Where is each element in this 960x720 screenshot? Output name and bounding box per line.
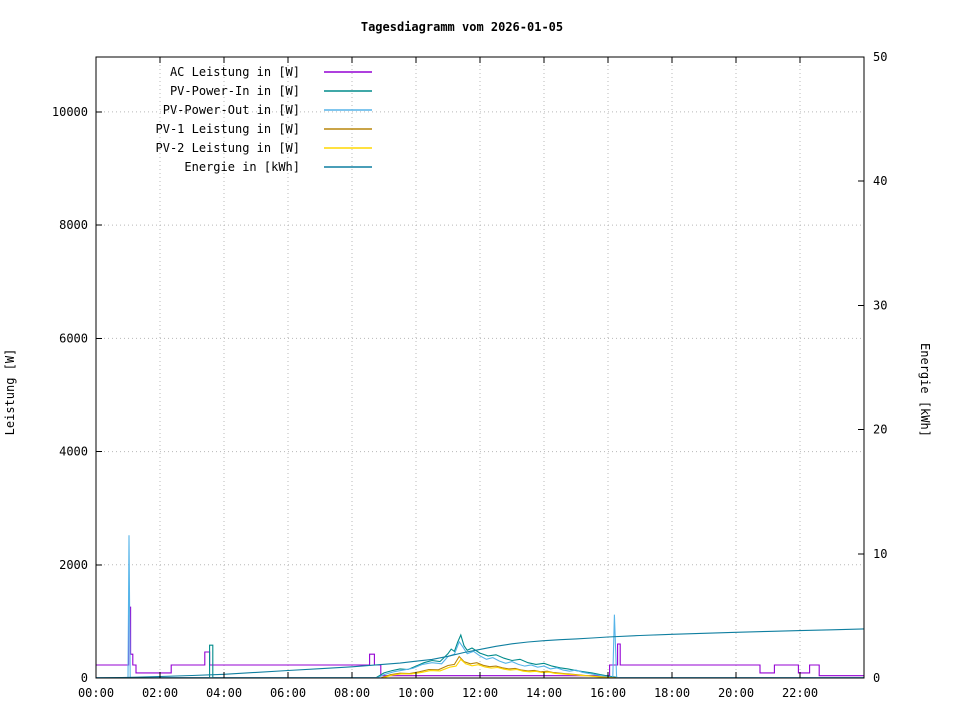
y-left-tick-label: 2000 xyxy=(59,558,88,572)
x-tick-label: 02:00 xyxy=(142,686,178,700)
legend-label: PV-2 Leistung in [W] xyxy=(156,141,301,155)
x-tick-label: 16:00 xyxy=(590,686,626,700)
x-tick-label: 10:00 xyxy=(398,686,434,700)
y-left-tick-label: 10000 xyxy=(52,105,88,119)
axis-ticks xyxy=(95,56,864,679)
x-tick-label: 04:00 xyxy=(206,686,242,700)
y-right-tick-label: 10 xyxy=(873,547,887,561)
chart-title: Tagesdiagramm vom 2026-01-05 xyxy=(361,20,563,34)
right-axis-label: Energie [kWh] xyxy=(918,343,932,437)
legend: AC Leistung in [W] PV-Power-In in [W] PV-P… xyxy=(156,65,372,174)
x-tick-label: 22:00 xyxy=(782,686,818,700)
x-tick-label: 14:00 xyxy=(526,686,562,700)
y-left-tick-label: 6000 xyxy=(59,331,88,345)
y-right-tick-label: 20 xyxy=(873,423,887,437)
x-tick-label: 18:00 xyxy=(654,686,690,700)
legend-label: PV-Power-Out in [W] xyxy=(163,103,300,117)
legend-label: PV-1 Leistung in [W] xyxy=(156,122,301,136)
y-left-tick-label: 4000 xyxy=(59,445,88,459)
y-left-tick-label: 0 xyxy=(81,671,88,685)
tick-labels: 00:00 02:00 04:00 06:00 08:00 10:00 12:00 14:00… xyxy=(52,50,888,700)
y-right-tick-label: 50 xyxy=(873,50,887,64)
series-line-pv-2-leistung-in-w- xyxy=(96,658,864,679)
series-line-pv-power-out-in-w- xyxy=(96,535,864,679)
x-tick-label: 00:00 xyxy=(78,686,114,700)
x-tick-label: 20:00 xyxy=(718,686,754,700)
x-tick-label: 06:00 xyxy=(270,686,306,700)
x-tick-label: 12:00 xyxy=(462,686,498,700)
y-left-tick-label: 8000 xyxy=(59,218,88,232)
series-line-energie-in-kwh- xyxy=(95,628,865,679)
grid-lines xyxy=(96,57,864,678)
legend-label: AC Leistung in [W] xyxy=(170,65,300,79)
x-tick-label: 08:00 xyxy=(334,686,370,700)
legend-label: Energie in [kWh] xyxy=(184,160,300,174)
legend-label: PV-Power-In in [W] xyxy=(170,84,300,98)
series-lines xyxy=(95,535,865,679)
y-right-tick-label: 30 xyxy=(873,298,887,312)
left-axis-label: Leistung [W] xyxy=(3,349,17,436)
y-right-tick-label: 0 xyxy=(873,671,880,685)
y-right-tick-label: 40 xyxy=(873,174,887,188)
